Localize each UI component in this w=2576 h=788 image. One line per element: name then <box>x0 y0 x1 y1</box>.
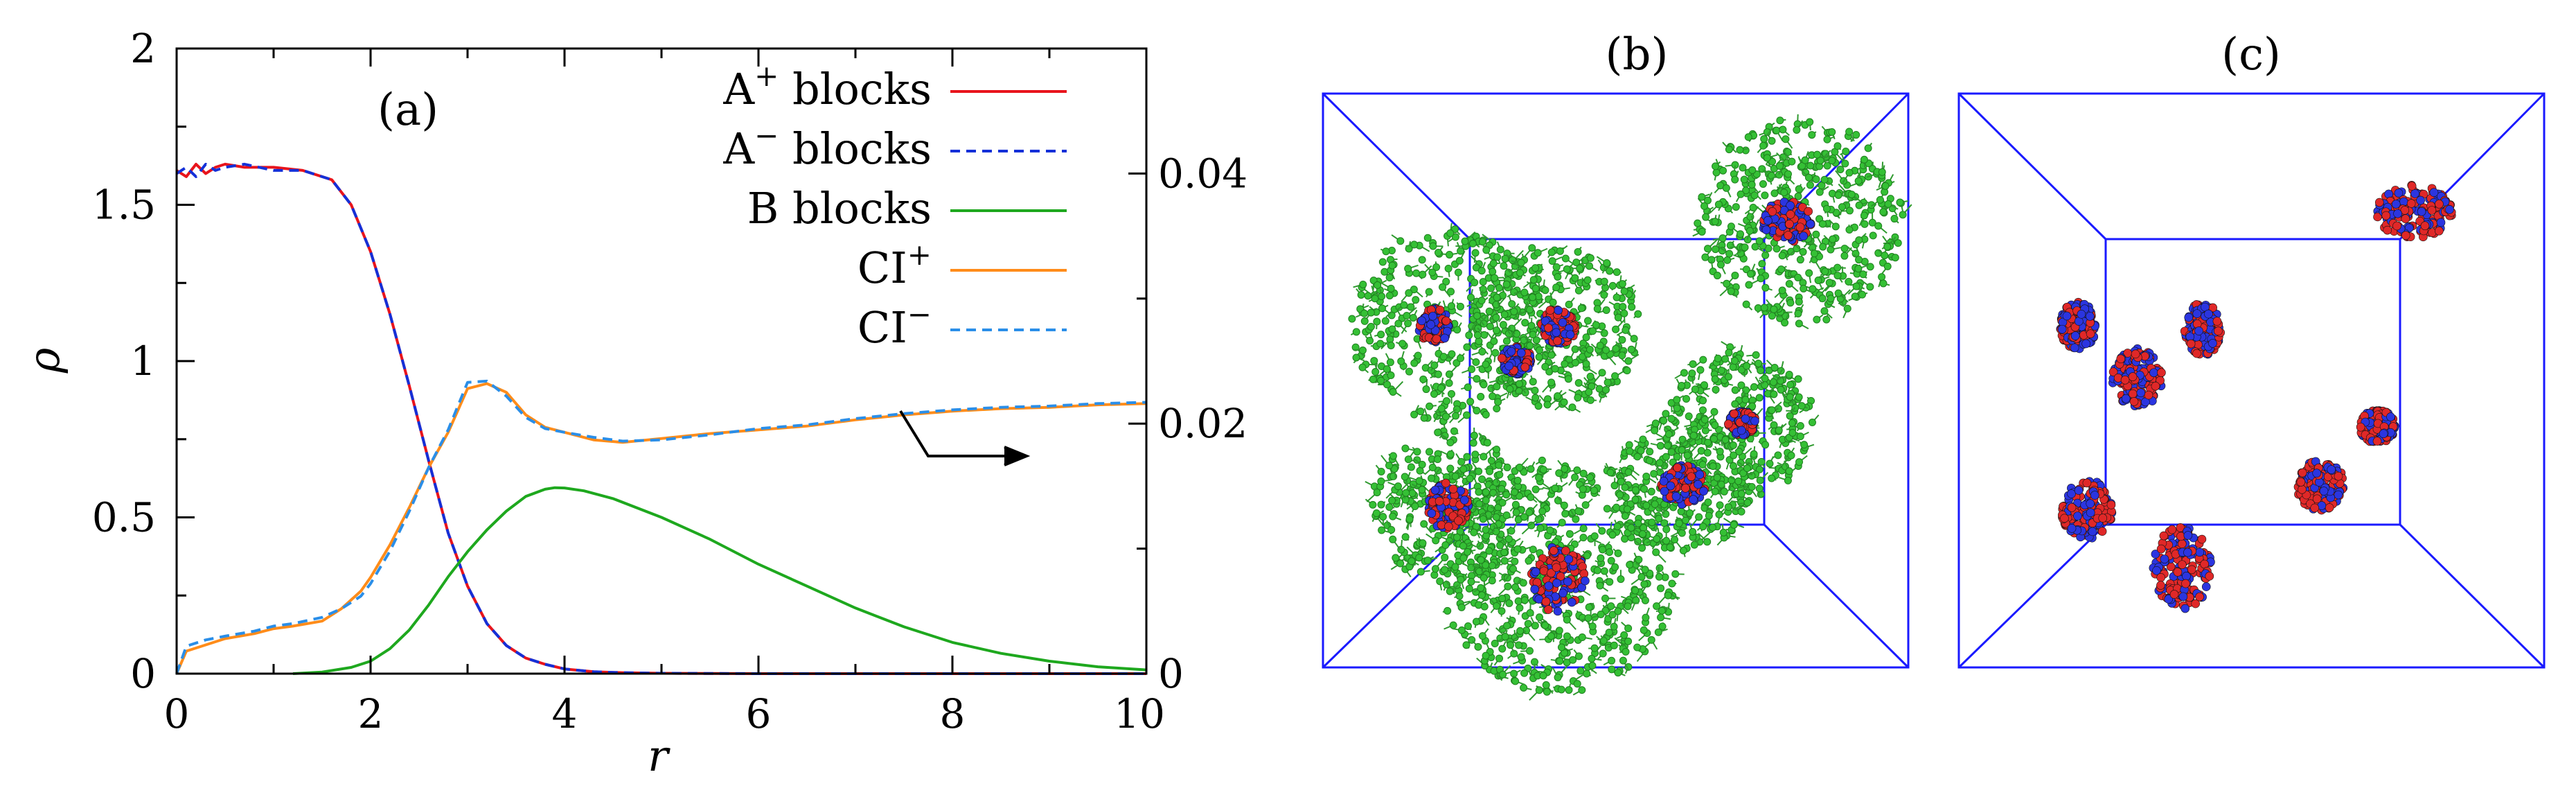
series-line-b-blocks <box>292 486 1147 675</box>
series-line-a-blocks <box>175 162 1146 675</box>
legend-item: CI− <box>858 297 1067 353</box>
micelle-core <box>2149 523 2215 613</box>
micelle-core <box>2180 300 2225 359</box>
right-axis-arrow <box>899 410 1031 466</box>
micelle-core <box>2108 344 2166 410</box>
x-tick-label: 6 <box>746 690 772 737</box>
micelle-core <box>1537 305 1580 348</box>
series-line-a-blocks <box>175 162 1146 675</box>
panel-a-label: (a) <box>377 85 438 136</box>
micelle-core <box>2056 297 2099 353</box>
y2-tick-label: 0.04 <box>1158 150 1247 197</box>
simulation-box-panel-c: (c) <box>1957 29 2546 669</box>
y-axis-left: 0 0.5 1 1.5 2 <box>92 25 195 697</box>
micelle-core <box>1723 407 1759 439</box>
series-line-ci- <box>175 382 1147 674</box>
micelle-cores <box>2056 180 2456 613</box>
legend-item: B blocks <box>747 183 1067 234</box>
legend-item: A+ blocks <box>722 59 1067 114</box>
plot-curves <box>175 162 1147 675</box>
x-tick-label: 2 <box>358 690 384 737</box>
x-axis: 0 2 4 6 8 10 <box>164 49 1165 737</box>
panel-b-label: (b) <box>1606 29 1669 80</box>
x-tick-label: 10 <box>1114 690 1165 737</box>
micelle-core <box>2356 406 2399 446</box>
x-axis-label: r <box>648 730 670 781</box>
micelle-core <box>1498 342 1536 379</box>
y2-tick-label: 0.02 <box>1158 400 1247 447</box>
y-tick-label: 1.5 <box>92 182 156 229</box>
y-tick-label: 1 <box>130 338 156 385</box>
y-tick-label: 0 <box>130 650 156 697</box>
panel-c-label: (c) <box>2221 29 2281 80</box>
micelle-core <box>1424 478 1473 533</box>
legend-item: A− blocks <box>722 119 1067 174</box>
y-axis-right: 0 0.02 0.04 <box>1128 47 1247 697</box>
micelle-core <box>1414 304 1453 347</box>
y2-tick-label: 0 <box>1158 650 1184 697</box>
x-tick-label: 8 <box>940 690 966 737</box>
legend-label: CI− <box>858 297 932 353</box>
legend-item: CI+ <box>858 238 1067 293</box>
simulation-box-panel-b: (b) <box>1322 29 1912 701</box>
legend-label: A− blocks <box>722 119 932 174</box>
micelle-core <box>1657 461 1709 509</box>
y-tick-label: 0.5 <box>92 494 156 541</box>
y-axis-label: ρ <box>19 348 69 374</box>
legend-label: A+ blocks <box>722 59 932 114</box>
micelles-with-coronas <box>1348 114 1912 701</box>
series-line-ci- <box>175 379 1147 674</box>
legend-label: CI+ <box>858 238 932 293</box>
micelle-core <box>1759 198 1815 246</box>
y-tick-label: 2 <box>130 25 156 72</box>
micelle-core <box>2293 457 2348 515</box>
x-tick-label: 4 <box>552 690 578 737</box>
line-chart-panel-a: 0 2 4 6 8 10 0 0.5 1 1.5 2 0 0.02 0.04 (a) r ρ A+ b… <box>19 25 1247 781</box>
x-tick-label: 0 <box>164 690 190 737</box>
plot-frame <box>175 47 1148 675</box>
box-wireframe-c <box>1957 92 2546 669</box>
micelle-core <box>2373 180 2456 242</box>
micelle-core <box>2058 477 2117 543</box>
micelle-core <box>1527 543 1590 616</box>
legend-label: B blocks <box>747 183 932 234</box>
